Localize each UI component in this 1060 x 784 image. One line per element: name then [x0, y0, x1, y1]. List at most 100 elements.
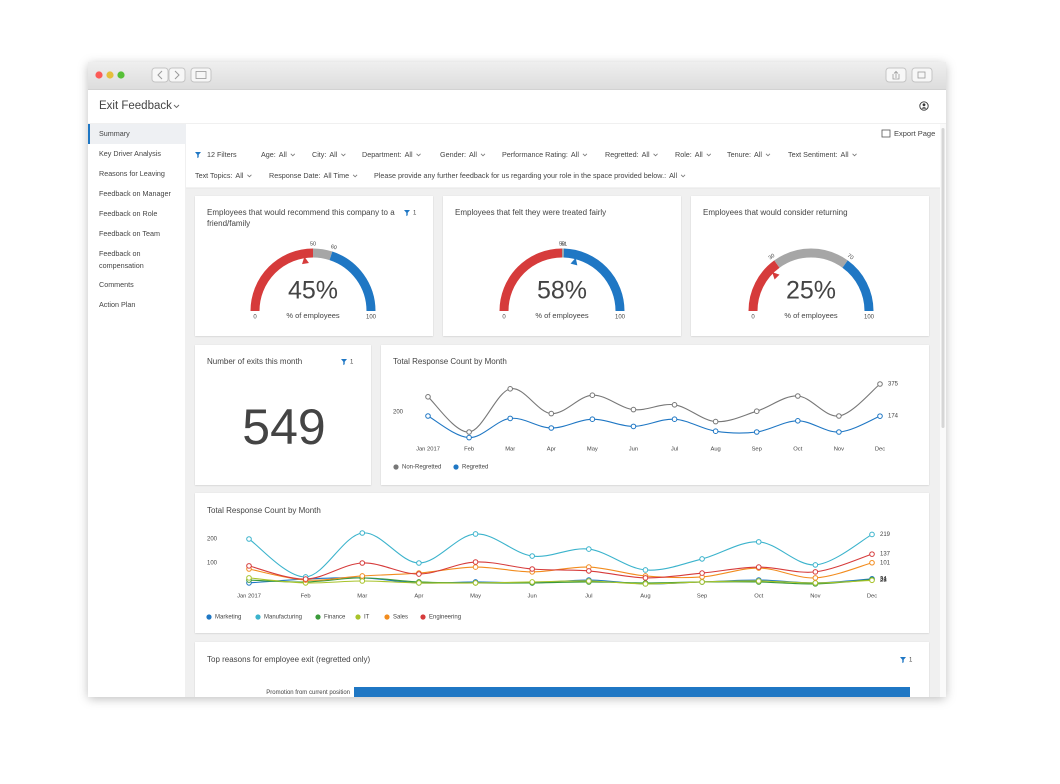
data-point[interactable] [246, 563, 252, 569]
data-point[interactable] [671, 416, 678, 423]
legend-label[interactable]: Sales [393, 615, 408, 621]
data-point[interactable] [466, 434, 472, 441]
data-point[interactable] [630, 423, 637, 430]
data-point[interactable] [699, 579, 705, 585]
filter-label[interactable]: Regretted: [605, 150, 639, 159]
data-point[interactable] [425, 394, 431, 400]
filter-icon[interactable] [900, 657, 906, 664]
data-point[interactable] [586, 568, 592, 574]
filter-icon[interactable] [341, 359, 347, 366]
data-point[interactable] [877, 413, 883, 419]
data-point[interactable] [416, 560, 422, 566]
data-point[interactable] [812, 562, 819, 568]
data-point[interactable] [529, 566, 535, 572]
filter-label[interactable]: Response Date: [269, 171, 321, 180]
data-point[interactable] [586, 578, 592, 584]
data-point[interactable] [869, 531, 875, 538]
data-point[interactable] [642, 575, 649, 581]
legend-label[interactable]: Manufacturing [264, 615, 302, 621]
filter-label[interactable]: Performance Rating: [502, 150, 568, 159]
data-point[interactable] [671, 402, 678, 408]
scrollbar-thumb[interactable] [941, 128, 945, 428]
data-point[interactable] [642, 581, 649, 587]
data-point[interactable] [642, 567, 649, 573]
filter-label[interactable]: Role: [675, 150, 692, 159]
filter-value[interactable]: All [571, 150, 579, 159]
filter-count-label[interactable]: 12 Filters [207, 150, 237, 159]
data-point[interactable] [302, 576, 309, 582]
filter-value[interactable]: All [754, 150, 762, 159]
data-point[interactable] [869, 559, 875, 566]
data-point[interactable] [507, 415, 513, 422]
data-point[interactable] [246, 575, 252, 581]
nav-item[interactable]: Reasons for Leaving [99, 169, 165, 178]
data-point[interactable] [359, 560, 366, 566]
legend-label[interactable]: Regretted [462, 465, 488, 471]
filter-value[interactable]: All Time [324, 171, 350, 180]
data-point[interactable] [472, 531, 479, 537]
data-point[interactable] [812, 580, 819, 586]
legend-label[interactable]: Finance [324, 615, 346, 621]
sidebar-button[interactable] [190, 67, 212, 83]
data-point[interactable] [425, 413, 431, 419]
filter-value[interactable]: All [279, 150, 287, 159]
filter-value[interactable]: All [841, 150, 849, 159]
data-point[interactable] [548, 410, 555, 417]
data-point[interactable] [836, 429, 842, 435]
legend-label[interactable]: Non-Regretted [402, 465, 441, 471]
nav-item[interactable]: Summary [99, 129, 130, 138]
filter-label[interactable]: City: [312, 150, 326, 159]
nav-item[interactable]: Action Plan [99, 300, 135, 309]
legend-label[interactable]: IT [364, 615, 370, 621]
close-button[interactable] [95, 71, 103, 79]
data-point[interactable] [586, 546, 592, 552]
data-point[interactable] [416, 580, 422, 586]
filter-label[interactable]: Age: [261, 150, 276, 159]
data-point[interactable] [699, 556, 705, 562]
filter-value[interactable]: All [669, 171, 677, 180]
forward-button[interactable] [168, 67, 186, 83]
data-point[interactable] [529, 553, 535, 559]
nav-item[interactable]: Feedback on Role [99, 209, 157, 218]
user-icon[interactable] [919, 101, 929, 111]
data-point[interactable] [529, 579, 535, 585]
data-point[interactable] [755, 539, 762, 545]
title-chevron[interactable] [173, 104, 180, 109]
filter-icon[interactable] [195, 152, 201, 159]
filter-value[interactable]: All [469, 150, 477, 159]
nav-item[interactable]: Key Driver Analysis [99, 149, 161, 158]
filter-value[interactable]: All [695, 150, 703, 159]
data-point[interactable] [812, 575, 819, 581]
filter-value[interactable]: All [235, 171, 243, 180]
data-point[interactable] [795, 393, 801, 399]
data-point[interactable] [416, 571, 422, 577]
legend-label[interactable]: Marketing [215, 615, 241, 621]
export-icon[interactable] [881, 129, 891, 138]
bar[interactable] [354, 687, 910, 701]
filter-value[interactable]: All [642, 150, 650, 159]
filter-label[interactable]: Text Topics: [195, 171, 232, 180]
data-point[interactable] [359, 578, 366, 584]
data-point[interactable] [466, 429, 472, 435]
data-point[interactable] [812, 569, 819, 575]
filter-label[interactable]: Text Sentiment: [788, 150, 838, 159]
data-point[interactable] [472, 564, 479, 570]
export-button[interactable]: Export Page [894, 129, 935, 138]
data-point[interactable] [869, 577, 875, 584]
data-point[interactable] [359, 530, 366, 536]
data-point[interactable] [359, 573, 366, 579]
data-point[interactable] [755, 578, 762, 584]
filter-value[interactable]: All [329, 150, 337, 159]
data-point[interactable] [589, 416, 596, 423]
data-point[interactable] [472, 580, 479, 586]
data-point[interactable] [548, 425, 555, 431]
filter-label[interactable]: Gender: [440, 150, 466, 159]
data-point[interactable] [753, 408, 760, 415]
filter-value[interactable]: All [405, 150, 413, 159]
data-point[interactable] [753, 429, 760, 435]
data-point[interactable] [472, 559, 479, 565]
filter-icon[interactable] [404, 210, 410, 217]
data-point[interactable] [755, 564, 762, 570]
nav-item[interactable]: Feedback on Team [99, 229, 160, 238]
data-point[interactable] [630, 406, 637, 413]
